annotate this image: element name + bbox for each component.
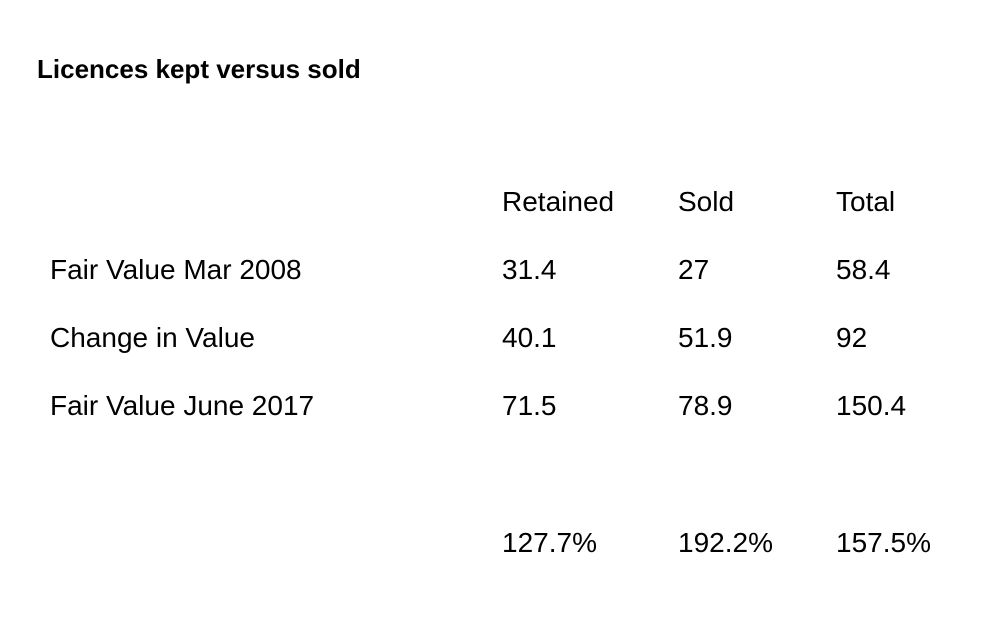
column-header-retained: Retained — [502, 186, 615, 217]
percent-change-total: 157.5% — [836, 527, 931, 558]
table-cell: 58.4 — [836, 254, 891, 285]
table-cell: 51.9 — [678, 322, 733, 353]
table-cell: 92 — [836, 322, 868, 353]
table-cell: 78.9 — [678, 390, 733, 421]
table-cell: 31.4 — [502, 254, 557, 285]
slide-title: Licences kept versus sold — [37, 54, 361, 84]
table-cell: 71.5 — [502, 390, 557, 421]
percent-change-retained: 127.7% — [502, 527, 597, 558]
table-cell: 40.1 — [502, 322, 557, 353]
table-cell: 150.4 — [836, 390, 907, 421]
row-label-change-in-value: Change in Value — [50, 322, 255, 353]
row-label-fair-value-2017: Fair Value June 2017 — [50, 390, 315, 421]
percent-change-sold: 192.2% — [678, 527, 773, 558]
row-label-fair-value-2008: Fair Value Mar 2008 — [50, 254, 302, 285]
column-header-sold: Sold — [678, 186, 735, 217]
table-cell: 27 — [678, 254, 710, 285]
column-header-total: Total — [836, 186, 896, 217]
